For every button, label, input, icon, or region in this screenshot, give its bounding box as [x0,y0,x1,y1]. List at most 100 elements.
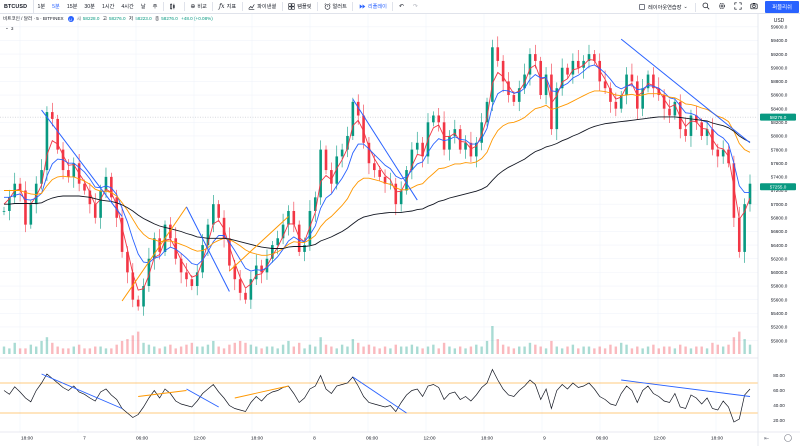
osc-trendline [234,385,289,399]
volume-bar [453,348,457,354]
chart-type-button[interactable] [166,0,182,13]
volume-bar [206,344,210,354]
volume-bar [432,344,435,354]
volume-bar [689,348,693,354]
interval-2[interactable]: 5분 [52,4,60,10]
candle-body [641,88,644,109]
oscillator-line [3,368,751,423]
interval-7[interactable]: 날 [140,4,146,10]
plus-circle-icon: ⊕ [190,4,196,10]
candle-body [678,101,682,130]
interval-4[interactable]: 30분 [84,4,95,10]
candle-body [399,190,403,205]
volume-bar [512,348,516,354]
interval-6[interactable]: 4시간 [121,4,134,10]
candle-body [152,238,156,259]
divider [392,2,394,11]
financials-button[interactable]: 파이낸셜 [245,0,280,13]
divider [695,2,697,12]
volume-bar [110,348,113,354]
osc-tick-label: 40.00 [773,403,785,408]
indicators-button[interactable]: ƒx 지표 [215,0,239,13]
candle-body [115,197,119,218]
search-button[interactable] [698,0,714,14]
chart-title: 비트코인 / 달러 · 5 · BITFINEX [3,16,64,21]
volume-bar [469,346,473,354]
trendline [121,206,187,302]
templates-button[interactable]: 템플릿 [285,0,315,13]
volume-bar [287,340,290,354]
volume-bar [131,335,135,354]
snapshot-button[interactable] [746,0,762,14]
price-tick-label: 56000.0 [771,270,788,275]
candle-body [560,67,564,89]
volume-bar [657,348,660,354]
interval-3[interactable]: 15분 [66,4,78,10]
candle-body [737,217,741,252]
divider [241,2,243,11]
interval-1[interactable]: 1분 [37,4,46,10]
fullscreen-button[interactable] [730,0,746,14]
candle-body [34,183,38,205]
candle-body [158,238,161,252]
price-tick-label: 59200.0 [771,52,788,57]
symbol-search[interactable]: BTCUSD [0,0,34,13]
candle-body [212,204,215,225]
volume-bar [727,344,730,354]
volume-bar [249,344,253,354]
volume-bar [94,346,97,354]
volume-bar [212,340,215,354]
volume-bar [51,342,54,354]
candle-body [271,245,274,259]
price-tick-label: 57400.0 [771,175,788,180]
low-value: 58223.0 [135,16,152,21]
volume-bar [416,346,419,354]
candle-body [668,108,671,116]
settings-button[interactable] [714,0,730,14]
ma-line-4 [4,116,751,249]
layout-button[interactable]: 레이아웃연습장 ⌄ [636,0,694,14]
candle-body [330,170,333,184]
replay-button[interactable]: 리플레이 [355,0,390,13]
candle-body [169,224,172,239]
volume-bar [2,346,6,354]
volume-bar [115,344,118,354]
candle-body [228,238,231,266]
volume-bar [56,346,59,354]
price-tick-label: 55200.0 [771,325,788,330]
alert-button[interactable]: 얼러트 [320,0,350,13]
ohlc-values: 시 58228.0 고 58276.0 저 58223.0 종 58276.0 +48.… [77,16,215,22]
osc-trendline [186,388,219,408]
zoom-reset-icon [784,434,792,442]
candle-body [437,115,441,123]
compare-button[interactable]: ⊕ 비교 [187,0,211,13]
volume-bar [346,346,349,354]
candle-body [732,163,736,218]
candle-body [195,272,199,287]
candle-body [346,135,349,150]
osc-tick-label: 80.00 [773,373,785,378]
volume-bar [464,348,467,354]
undo-button[interactable]: ↶ [395,0,409,13]
interval-5[interactable]: 1시간 [101,4,115,10]
camera-icon [750,2,758,12]
indicator-toggle[interactable]: ⌄ 3 [5,25,13,31]
candle-body [555,88,559,130]
price-tick-label: 58200.0 [771,120,788,125]
candle-body [147,258,151,287]
volume-bar [695,346,698,354]
candle-body [646,74,650,89]
candle-body [576,60,580,68]
close-value: 58276.0 [161,16,178,21]
divider [317,2,319,11]
time-tick-label: 06:00 [596,436,608,442]
volume-bar [528,342,532,354]
candle-body [67,170,70,177]
volume-bar [550,340,553,354]
publish-button[interactable]: 퍼블리쉬 [765,1,799,13]
interval-8[interactable]: 주 [152,4,158,10]
candle-body [684,129,687,136]
redo-button[interactable]: ↷ [409,0,423,13]
volume-bar [426,346,430,354]
